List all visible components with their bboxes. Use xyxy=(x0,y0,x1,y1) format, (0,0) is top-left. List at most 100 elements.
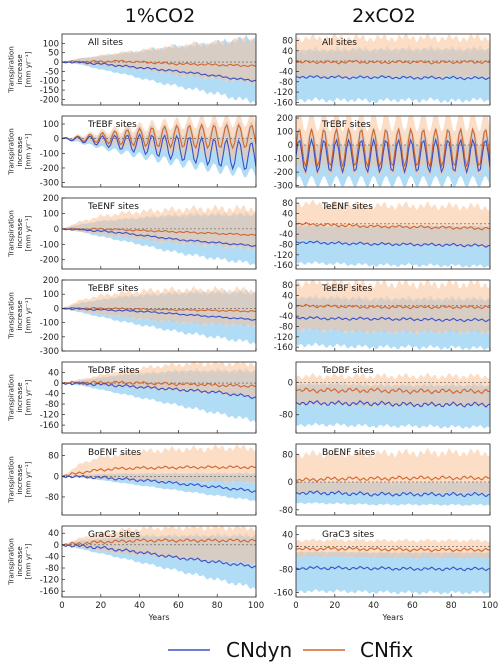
cnfix-line xyxy=(296,59,490,65)
y-tick-label: 80 xyxy=(282,199,293,209)
y-tick-label: 0 xyxy=(288,478,293,488)
cndyn-line xyxy=(62,60,256,83)
y-tick-label: 40 xyxy=(282,531,293,541)
x-ticks xyxy=(61,430,257,433)
y-tick-label: -200 xyxy=(274,168,293,178)
y-tick-label: 0 xyxy=(288,302,293,312)
y-tick-label: 100 xyxy=(43,290,59,300)
panel-frame xyxy=(61,443,257,516)
panel-left-trebf: 100 0 -100 -200 -300 TrEBF sites Transpiration… xyxy=(7,115,257,189)
x-tick-label: 100 xyxy=(482,601,498,611)
cnfix-line xyxy=(62,123,256,150)
panel-frame xyxy=(295,443,491,516)
band-overlap xyxy=(62,473,256,483)
x-ticks xyxy=(61,184,257,187)
x-tick-label: 0 xyxy=(59,601,64,611)
x-tick-label: 100 xyxy=(248,601,264,611)
y-tick-label: -120 xyxy=(274,333,293,343)
y-tick-label: -150 xyxy=(40,86,59,96)
y-tick-label: -80 xyxy=(45,400,59,410)
y-ticks: 200 100 0 -100 -200 xyxy=(40,194,65,266)
x-ticks xyxy=(295,184,491,187)
panel-right-trebf: 200 100 0 -100 -200 -300 TrEBF sites xyxy=(274,114,491,192)
y-tick-label: -100 xyxy=(40,149,59,159)
site-label: TeENF sites xyxy=(87,202,139,212)
panel-left-tedbf: 400-40-80-120-160 TeDBF sites Transpiratio… xyxy=(7,361,257,434)
y-axis-label-line: Transpiration xyxy=(7,374,16,422)
y-ticks: 200 100 0 -100 -200 -300 xyxy=(274,114,299,192)
x-tick-label: 0 xyxy=(293,601,298,611)
x-tick-label: 20 xyxy=(329,601,340,611)
plot-area xyxy=(62,526,256,591)
panel-frame xyxy=(61,115,257,188)
plot-area xyxy=(62,204,256,267)
y-tick-label: -160 xyxy=(274,589,293,599)
y-tick-label: -120 xyxy=(40,576,59,586)
y-tick-label: 0 xyxy=(54,541,59,551)
cnfix-line xyxy=(296,127,490,169)
y-axis-label-line: [mm yr⁻¹] xyxy=(24,215,33,251)
y-tick-label: -40 xyxy=(45,390,59,400)
y-tick-label: -200 xyxy=(40,256,59,266)
cndyn-line xyxy=(62,544,256,569)
y-tick-label: -100 xyxy=(40,77,59,87)
y-ticks: 100 0 -100 -200 -300 xyxy=(40,120,65,189)
y-tick-label: 0 xyxy=(54,58,59,68)
y-ticks: 400-40-80-120-160 xyxy=(40,369,65,431)
y-tick-label: 80 xyxy=(282,36,293,46)
cndyn-line xyxy=(62,474,256,494)
site-label: TrEBF sites xyxy=(87,120,137,130)
y-tick-label: 50 xyxy=(48,49,59,59)
panel-frame xyxy=(61,197,257,270)
y-tick-label: 0 xyxy=(54,304,59,314)
panel-frame xyxy=(295,279,491,352)
y-tick-label: 200 xyxy=(277,114,293,124)
y-axis-label-line: Transpiration xyxy=(7,456,16,504)
y-tick-label: -160 xyxy=(274,98,293,108)
y-tick-label: 0 xyxy=(288,220,293,230)
y-axis-label-line: increase xyxy=(15,464,24,495)
y-tick-label: 200 xyxy=(43,276,59,286)
y-tick-label: 100 xyxy=(43,39,59,49)
y-tick-label: -300 xyxy=(40,179,59,189)
y-axis-label-line: increase xyxy=(15,300,24,331)
y-tick-label: -120 xyxy=(274,251,293,261)
column-title-left: 1%CO2 xyxy=(125,5,195,27)
cndyn-line xyxy=(296,490,490,498)
cnfix-line xyxy=(62,380,256,389)
cndyn-uncertainty-band xyxy=(296,548,490,595)
y-tick-label: 100 xyxy=(43,209,59,219)
band-overlap xyxy=(62,534,256,565)
panel-frame xyxy=(61,525,257,598)
site-label: TeDBF sites xyxy=(87,366,140,376)
x-ticks xyxy=(295,348,491,351)
y-tick-label: -80 xyxy=(45,564,59,574)
panel-frame xyxy=(295,197,491,270)
y-tick-label: 0 xyxy=(54,225,59,235)
y-tick-label: -40 xyxy=(279,312,293,322)
panel-frame xyxy=(295,115,491,188)
plot-area xyxy=(62,362,256,424)
band-overlap xyxy=(296,296,490,334)
band-overlap xyxy=(296,551,490,559)
y-tick-label: -160 xyxy=(40,587,59,597)
cndyn-line xyxy=(62,381,256,400)
panel-frame xyxy=(61,361,257,434)
band-overlap xyxy=(296,481,490,493)
y-axis-label-line: Transpiration xyxy=(7,538,16,586)
y-tick-label: 40 xyxy=(282,47,293,57)
y-tick-label: 80 xyxy=(48,452,59,462)
cndyn-line xyxy=(296,565,490,572)
site-label: TeENF sites xyxy=(321,202,373,212)
y-tick-label: -160 xyxy=(274,343,293,353)
site-label: TeEBF sites xyxy=(87,284,139,294)
plot-area xyxy=(62,116,256,178)
panel-right-boenf: 80 0 -80 BoENF sites xyxy=(279,443,491,516)
